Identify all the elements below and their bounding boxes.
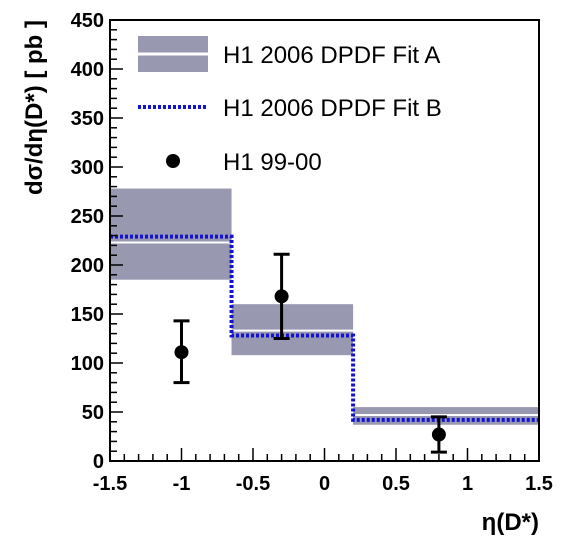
data-point-0 xyxy=(174,345,189,360)
fit-b-line-group xyxy=(110,234,539,422)
y-tick-label: 250 xyxy=(71,206,104,228)
y-tick-label: 0 xyxy=(93,451,104,473)
x-tick-label: -1 xyxy=(173,473,191,495)
fit-a-band-0 xyxy=(110,188,232,280)
x-tick-label: -0.5 xyxy=(236,473,270,495)
y-axis-label: dσ/dη(D*) [ pb ] xyxy=(21,20,48,195)
legend-swatch-data-points xyxy=(166,154,180,168)
x-axis-label: η(D*) xyxy=(482,509,539,536)
x-tick-label: 1.5 xyxy=(525,473,553,495)
x-tick-label: 0 xyxy=(319,473,330,495)
fit-b-line xyxy=(110,234,539,422)
x-tick-label: -1.5 xyxy=(93,473,127,495)
y-tick-label: 400 xyxy=(71,59,104,81)
y-tick-label: 450 xyxy=(71,10,104,32)
legend-label-fit-a: H1 2006 DPDF Fit A xyxy=(223,42,440,69)
y-tick-label: 350 xyxy=(71,108,104,130)
legend: H1 2006 DPDF Fit A H1 2006 DPDF Fit B H1… xyxy=(138,36,442,176)
y-tick-label: 100 xyxy=(71,353,104,375)
y-tick-label: 300 xyxy=(71,157,104,179)
data-point-1 xyxy=(274,289,289,304)
x-tick-label: 0.5 xyxy=(382,473,410,495)
y-axis: 0 50 100 150 200 250 300 350 400 450 xyxy=(71,10,123,473)
y-tick-label: 150 xyxy=(71,304,104,326)
data-points-group xyxy=(173,252,447,454)
data-point-2 xyxy=(431,427,446,442)
fit-a-band-group xyxy=(110,188,539,425)
legend-label-data-points: H1 99-00 xyxy=(223,149,322,176)
y-tick-label: 50 xyxy=(82,402,104,424)
x-axis: -1.5 -1 -0.5 0 0.5 1 1.5 xyxy=(93,448,553,495)
x-tick-label: 1 xyxy=(462,473,473,495)
legend-label-fit-b: H1 2006 DPDF Fit B xyxy=(223,95,442,122)
y-tick-label: 200 xyxy=(71,255,104,277)
